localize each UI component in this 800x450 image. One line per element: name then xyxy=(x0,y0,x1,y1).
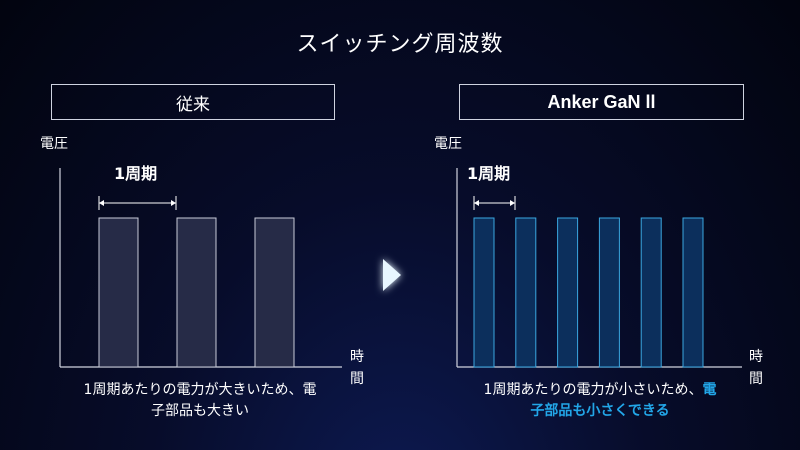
right-period-marker xyxy=(473,196,516,210)
right-pulse-bar-4 xyxy=(598,217,620,368)
page-title: スイッチング周波数 xyxy=(296,32,504,57)
right-pulse-bar-6 xyxy=(682,217,704,368)
right-caption: 1周期あたりの電力が小さいため、電 子部品も小さくできる xyxy=(440,380,760,422)
right-caption-line1-text: 1周期あたりの電力が小さいため、 xyxy=(483,382,703,398)
anker-gan-header-box: Anker GaN ll xyxy=(459,84,744,120)
right-time-axis-label: 時間 xyxy=(748,346,764,390)
left-pulse-bars xyxy=(98,217,295,368)
left-period-marker xyxy=(98,196,177,210)
right-time-axis-label-text: 時間 xyxy=(749,349,763,387)
right-pulse-bars xyxy=(473,217,704,368)
left-time-axis-label-text: 時間 xyxy=(350,349,364,387)
transition-arrow-icon xyxy=(383,259,401,291)
right-pulse-bar-2 xyxy=(515,217,537,368)
left-voltage-axis-label: 電圧 xyxy=(40,136,68,152)
left-time-axis-label: 時間 xyxy=(349,346,365,390)
conventional-header-box: 従来 xyxy=(51,84,335,120)
left-caption-line1: 1周期あたりの電力が大きいため、電 xyxy=(83,382,317,398)
right-caption-line1-highlight: 電 xyxy=(702,382,717,398)
right-pulse-bar-1 xyxy=(473,217,495,368)
left-pulse-bar-1 xyxy=(98,217,139,368)
right-pulse-bar-5 xyxy=(640,217,662,368)
right-voltage-axis-label: 電圧 xyxy=(434,136,462,152)
left-period-label: 1周期 xyxy=(114,164,158,183)
left-caption: 1周期あたりの電力が大きいため、電 子部品も大きい xyxy=(40,380,360,422)
right-period-label: 1周期 xyxy=(467,164,511,183)
right-pulse-bar-3 xyxy=(557,217,579,368)
right-caption-line1: 1周期あたりの電力が小さいため、電 xyxy=(440,380,760,401)
left-caption-line2: 子部品も大きい xyxy=(151,403,249,419)
left-pulse-bar-3 xyxy=(254,217,295,368)
left-pulse-bar-2 xyxy=(176,217,217,368)
right-caption-line2-highlight: 子部品も小さくできる xyxy=(530,403,670,419)
